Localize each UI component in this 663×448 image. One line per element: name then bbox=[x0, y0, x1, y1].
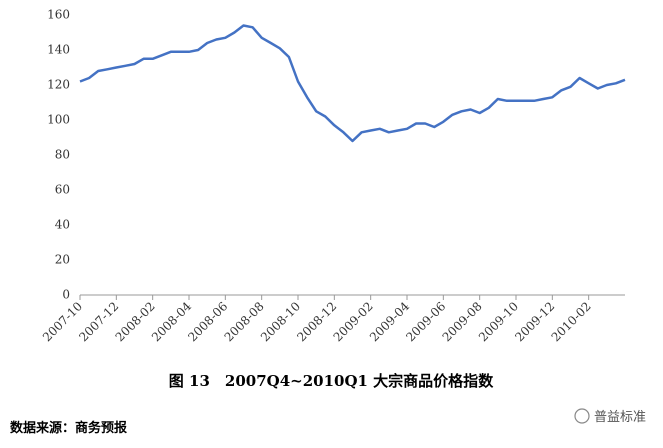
data-line bbox=[79, 24, 626, 143]
watermark-icon bbox=[574, 408, 590, 424]
y-tick-label: 0 bbox=[62, 288, 70, 302]
chart-title: 图 13 2007Q4~2010Q1 大宗商品价格指数 bbox=[169, 372, 494, 390]
y-tick-label: 120 bbox=[47, 78, 70, 92]
y-tick-label: 100 bbox=[47, 113, 70, 127]
y-tick-label: 160 bbox=[47, 8, 70, 22]
y-tick-label: 80 bbox=[55, 148, 70, 162]
source: 数据来源：商务预报 bbox=[10, 420, 128, 436]
y-tick-label: 40 bbox=[55, 218, 70, 232]
watermark: 普益标准 bbox=[594, 410, 646, 425]
y-tick-label: 140 bbox=[47, 43, 70, 57]
x-tick-label: 2010-02 bbox=[549, 299, 594, 344]
y-tick-label: 20 bbox=[55, 253, 70, 267]
y-tick-label: 60 bbox=[55, 183, 70, 197]
